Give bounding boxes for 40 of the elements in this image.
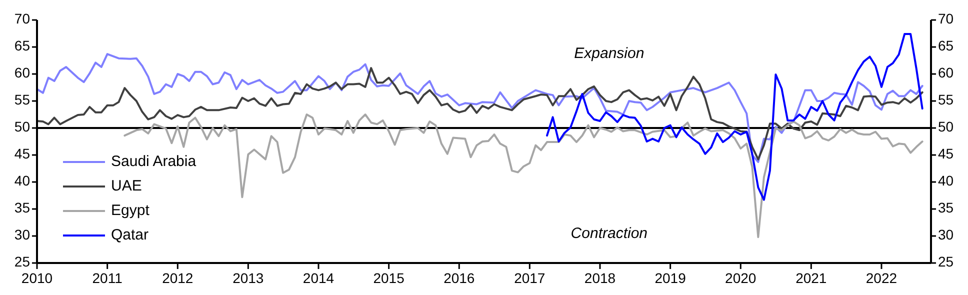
y-tick-label: 55: [14, 92, 30, 108]
x-tick-label: 2015: [373, 270, 405, 286]
y2-tick-label: 65: [938, 38, 954, 54]
y2-tick-label: 35: [938, 200, 954, 216]
y-tick-label: 40: [14, 172, 30, 189]
annotation: Expansion: [574, 44, 644, 62]
x-tick-label: 2016: [444, 270, 475, 286]
y2-tick-label: 60: [938, 64, 954, 81]
x-tick-label: 2022: [866, 270, 898, 286]
y2-tick-label: 70: [938, 10, 954, 27]
x-tick-label: 2011: [92, 270, 123, 286]
y-tick-label: 45: [14, 146, 30, 162]
x-tick-label: 2020: [725, 270, 756, 286]
legend-label: UAE: [111, 177, 142, 194]
y-tick-label: 35: [14, 200, 30, 216]
y2-tick-label: 55: [938, 92, 954, 108]
legend-label: Egypt: [111, 202, 150, 219]
x-tick-label: 2012: [162, 270, 194, 286]
x-tick-label: 2017: [514, 270, 546, 286]
x-tick-label: 2019: [654, 270, 686, 286]
y-tick-label: 25: [14, 254, 30, 270]
x-tick-label: 2013: [232, 270, 264, 286]
x-tick-label: 2010: [21, 270, 53, 286]
x-tick-label: 2021: [796, 270, 827, 286]
y-tick-label: 50: [14, 118, 30, 135]
y-tick-label: 65: [14, 38, 30, 54]
line-series: [546, 33, 924, 201]
y2-tick-label: 25: [938, 254, 954, 270]
y2-tick-label: 40: [938, 172, 954, 189]
y2-tick-label: 45: [938, 146, 954, 162]
legend-label: Saudi Arabia: [111, 152, 197, 170]
y-tick-label: 60: [14, 64, 30, 81]
x-tick-label: 2014: [302, 270, 334, 286]
y-tick-label: 70: [14, 10, 30, 27]
y2-tick-label: 30: [938, 226, 954, 243]
legend-label: Qatar: [111, 226, 149, 244]
x-tick-label: 2018: [584, 270, 616, 286]
y2-tick-label: 50: [938, 118, 954, 135]
y-tick-label: 30: [14, 226, 30, 243]
annotation: Contraction: [570, 224, 648, 242]
